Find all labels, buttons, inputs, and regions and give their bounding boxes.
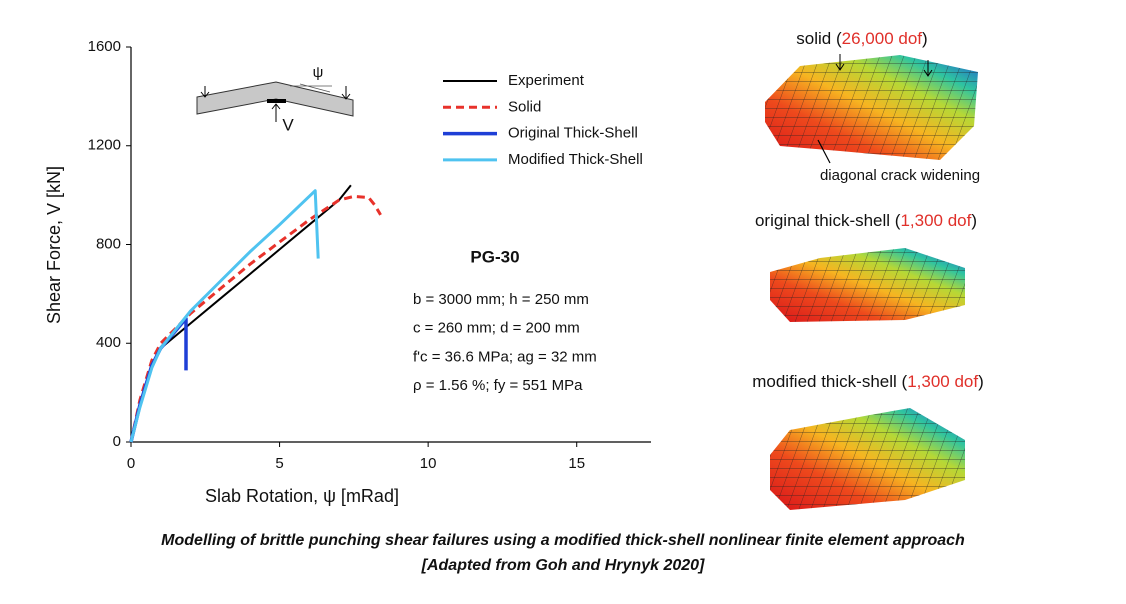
inset-label: V xyxy=(282,115,294,134)
x-axis-label: Slab Rotation, ψ [mRad] xyxy=(205,486,399,506)
y-axis-label: Shear Force, V [kN] xyxy=(44,166,64,324)
panel-label-part: modified thick-shell ( xyxy=(752,372,907,391)
panel-label-part: 26,000 dof xyxy=(842,29,923,48)
legend-label: Solid xyxy=(508,98,541,115)
series-line xyxy=(129,189,320,443)
y-tick-label: 1200 xyxy=(88,137,121,154)
inset-schematic: ψ V xyxy=(196,64,354,134)
parameter-text: b = 3000 mm; h = 250 mm xyxy=(413,291,589,308)
panel-label-part: ) xyxy=(978,372,984,391)
panel-label-part: solid ( xyxy=(796,29,842,48)
parameter-text: f'c = 36.6 MPa; ag = 32 mm xyxy=(413,348,597,365)
panel-label-part: original thick-shell ( xyxy=(755,211,901,230)
legend-label: Experiment xyxy=(508,72,585,89)
panel-label: modified thick-shell (1,300 dof) xyxy=(752,372,984,391)
fe-solid xyxy=(765,54,978,164)
series-line xyxy=(129,194,382,443)
y-tick-label: 0 xyxy=(113,433,121,450)
parameter-text: ρ = 1.56 %; fy = 551 MPa xyxy=(413,377,583,394)
panel-label-part: 1,300 dof xyxy=(907,372,978,391)
fe-modified-shell xyxy=(770,408,965,510)
parameter-text: c = 260 mm; d = 200 mm xyxy=(413,320,580,337)
y-tick-label: 800 xyxy=(96,235,121,252)
panel-label-part: ) xyxy=(971,211,977,230)
x-tick-label: 0 xyxy=(127,455,135,472)
series-line xyxy=(129,316,188,443)
fe-original-shell xyxy=(770,248,965,322)
legend-label: Modified Thick-Shell xyxy=(508,151,643,168)
x-tick-label: 10 xyxy=(420,455,437,472)
inset-label: ψ xyxy=(313,64,324,81)
panel-label: solid (26,000 dof) xyxy=(796,29,927,48)
specimen-label: PG-30 xyxy=(470,247,519,266)
caption: [Adapted from Goh and Hrynyk 2020] xyxy=(421,557,705,574)
panel-label-part: 1,300 dof xyxy=(900,211,971,230)
caption: Modelling of brittle punching shear fail… xyxy=(161,532,965,549)
panel-label: original thick-shell (1,300 dof) xyxy=(755,211,977,230)
y-tick-label: 400 xyxy=(96,334,121,351)
panel-note: diagonal crack widening xyxy=(820,167,980,184)
legend-label: Original Thick-Shell xyxy=(508,125,638,142)
y-tick-label: 1600 xyxy=(88,38,121,55)
panel-label-part: ) xyxy=(922,29,928,48)
x-tick-label: 15 xyxy=(568,455,585,472)
x-tick-label: 5 xyxy=(275,455,283,472)
